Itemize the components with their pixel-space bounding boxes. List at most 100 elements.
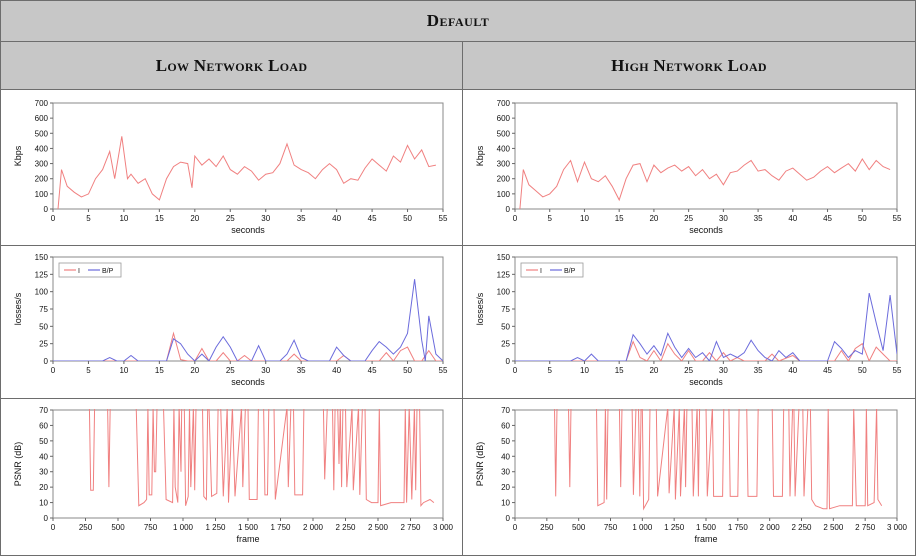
column-divider (462, 90, 463, 555)
y-tick-label: 40 (39, 452, 48, 461)
x-tick-label: 0 (513, 523, 518, 532)
x-tick-label: 55 (439, 366, 448, 375)
x-tick-label: 2 000 (760, 523, 781, 532)
x-tick-label: 30 (261, 214, 270, 223)
x-tick-label: 2 000 (303, 523, 324, 532)
series-line-main (554, 409, 883, 511)
panel-high-losses: 0 25 50 75 100 125 150 0 5 10 15 20 25 30 35 40 45 50 55 se… (467, 247, 911, 395)
chart-high-bitrate: 0 100 200 300 400 500 600 700 0 5 10 15 20 25 30 35 40 45… (475, 99, 902, 235)
y-tick-label: 400 (35, 144, 49, 153)
x-tick-label: 35 (297, 214, 306, 223)
y-tick-label: 0 (506, 514, 511, 523)
x-axis-label: seconds (231, 377, 265, 387)
row-divider-2 (1, 398, 915, 399)
y-tick-label: 700 (497, 99, 511, 108)
panel-high-bitrate: 0 100 200 300 400 500 600 700 0 5 10 15 20 25 30 35 40 45… (467, 93, 911, 243)
x-tick-label: 750 (604, 523, 618, 532)
x-axis-label: frame (236, 534, 259, 544)
y-tick-label: 0 (44, 514, 49, 523)
x-axis-label: frame (694, 534, 717, 544)
x-tick-label: 30 (719, 366, 728, 375)
x-tick-label: 55 (893, 214, 902, 223)
legend-label: B/P (102, 268, 114, 275)
panel-high-psnr: 0 10 20 30 40 50 60 70 0 250 500 750 1 000 1 250 1 500… (467, 400, 911, 552)
x-tick-label: 1 750 (728, 523, 749, 532)
x-tick-label: 5 (86, 366, 91, 375)
chart-high-losses: 0 25 50 75 100 125 150 0 5 10 15 20 25 30 35 40 45 50 55 se… (475, 253, 902, 387)
x-tick-label: 750 (144, 523, 158, 532)
y-axis-label: losses/s (13, 292, 23, 325)
y-axis-label: PSNR (dB) (475, 442, 485, 487)
y-tick-label: 700 (35, 99, 49, 108)
x-tick-label: 0 (51, 523, 56, 532)
y-tick-label: 200 (497, 175, 511, 184)
series-line-main (57, 136, 437, 209)
y-axis-label: Kbps (13, 145, 23, 166)
column-title-low: Low Network Load (155, 55, 308, 75)
x-tick-label: 10 (119, 214, 128, 223)
y-tick-label: 600 (35, 114, 49, 123)
x-tick-label: 55 (439, 214, 448, 223)
x-tick-label: 50 (403, 366, 412, 375)
x-tick-label: 2 250 (335, 523, 356, 532)
y-tick-label: 0 (44, 357, 49, 366)
x-tick-label: 500 (111, 523, 125, 532)
y-tick-label: 500 (497, 129, 511, 138)
y-tick-label: 0 (44, 205, 49, 214)
y-tick-label: 100 (35, 190, 49, 199)
x-tick-label: 500 (572, 523, 586, 532)
x-tick-label: 20 (649, 366, 658, 375)
chart-low-psnr: 0 10 20 30 40 50 60 70 0 250 500 750 1 000 1 250 1 500… (13, 406, 454, 544)
legend-label: B/P (564, 268, 576, 275)
y-tick-label: 30 (39, 468, 48, 477)
column-header-low: Low Network Load (1, 42, 463, 90)
x-tick-label: 20 (649, 214, 658, 223)
x-tick-label: 5 (548, 214, 553, 223)
y-tick-label: 70 (39, 406, 48, 415)
y-tick-label: 300 (35, 160, 49, 169)
y-tick-label: 10 (501, 499, 510, 508)
y-tick-label: 150 (35, 253, 49, 262)
y-tick-label: 10 (39, 499, 48, 508)
x-tick-label: 0 (51, 214, 56, 223)
y-tick-label: 50 (501, 322, 510, 331)
legend-label: I (540, 268, 542, 275)
x-tick-label: 5 (86, 214, 91, 223)
x-tick-label: 0 (513, 214, 518, 223)
page-title: Default (426, 11, 490, 30)
x-tick-label: 25 (226, 214, 235, 223)
y-tick-label: 60 (501, 421, 510, 430)
y-tick-label: 20 (501, 483, 510, 492)
x-tick-label: 1 500 (238, 523, 259, 532)
y-tick-label: 150 (497, 253, 511, 262)
x-tick-label: 10 (119, 366, 128, 375)
y-tick-label: 0 (506, 205, 511, 214)
y-tick-label: 125 (497, 270, 511, 279)
panel-low-psnr: 0 10 20 30 40 50 60 70 0 250 500 750 1 000 1 250 1 500… (5, 400, 457, 552)
x-tick-label: 3 000 (887, 523, 908, 532)
x-tick-label: 2 500 (368, 523, 389, 532)
chart-high-psnr: 0 10 20 30 40 50 60 70 0 250 500 750 1 000 1 250 1 500… (475, 406, 908, 544)
x-tick-label: 1 250 (664, 523, 685, 532)
y-tick-label: 75 (39, 305, 48, 314)
column-title-high: High Network Load (611, 55, 767, 75)
legend-label: I (78, 268, 80, 275)
x-tick-label: 40 (788, 214, 797, 223)
y-axis-label: Kbps (475, 145, 485, 166)
x-tick-label: 1 000 (173, 523, 194, 532)
y-tick-label: 500 (35, 129, 49, 138)
title-bar: Default (1, 1, 915, 42)
x-tick-label: 1 250 (205, 523, 226, 532)
x-tick-label: 2 750 (855, 523, 876, 532)
y-tick-label: 0 (506, 357, 511, 366)
y-tick-label: 50 (39, 437, 48, 446)
y-tick-label: 25 (501, 340, 510, 349)
x-tick-label: 30 (719, 214, 728, 223)
x-axis-label: seconds (689, 225, 723, 235)
y-tick-label: 300 (497, 160, 511, 169)
y-tick-label: 30 (501, 468, 510, 477)
x-tick-label: 35 (297, 366, 306, 375)
legend: I B/P (520, 262, 584, 278)
x-tick-label: 250 (540, 523, 554, 532)
